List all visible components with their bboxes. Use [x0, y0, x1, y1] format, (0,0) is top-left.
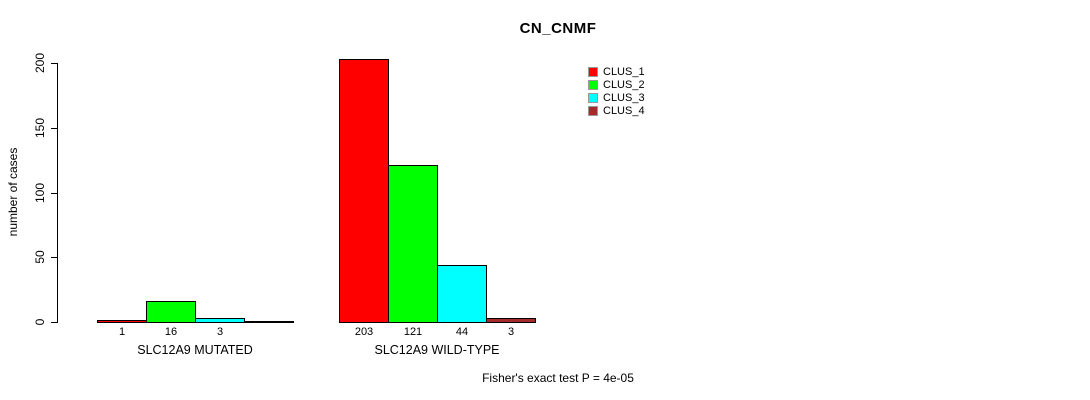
- bar-clus_3: [195, 318, 245, 323]
- bar-value-label: 121: [403, 326, 423, 338]
- legend-swatch-clus_2: [588, 79, 598, 90]
- bar-clus_4: [486, 318, 536, 323]
- y-axis-label: number of cases: [6, 147, 20, 237]
- bar-clus_1: [97, 320, 147, 323]
- bar-clus_1: [339, 59, 389, 323]
- legend-swatch-clus_1: [588, 66, 598, 77]
- y-tick-mark: [51, 257, 57, 258]
- legend-row: CLUS_4: [588, 104, 645, 117]
- bar-clus_2: [146, 301, 196, 323]
- chart-title: CN_CNMF: [519, 20, 597, 37]
- bar-clus_4: [244, 321, 294, 323]
- legend-label: CLUS_4: [603, 104, 645, 117]
- bar-value-label: 1: [118, 326, 126, 338]
- legend: CLUS_1 CLUS_2 CLUS_3 CLUS_4: [588, 65, 645, 117]
- bar-value-label: 203: [354, 326, 374, 338]
- y-tick-label: 100: [33, 182, 47, 204]
- y-tick-mark: [51, 128, 57, 129]
- bar-value-label: 44: [455, 326, 469, 338]
- legend-row: CLUS_1: [588, 65, 645, 78]
- legend-swatch-clus_4: [588, 105, 598, 116]
- legend-label: CLUS_1: [603, 65, 645, 78]
- legend-row: CLUS_3: [588, 91, 645, 104]
- bar-value-label: 3: [507, 326, 515, 338]
- y-tick-mark: [51, 193, 57, 194]
- legend-swatch-clus_3: [588, 92, 598, 103]
- legend-label: CLUS_2: [603, 78, 645, 91]
- bar-value-label: 16: [164, 326, 178, 338]
- y-tick-label: 50: [33, 250, 47, 264]
- y-tick-label: 200: [33, 52, 47, 74]
- x-group-label: SLC12A9 MUTATED: [137, 343, 253, 357]
- y-tick-label: 0: [33, 318, 47, 326]
- fisher-test-note: Fisher's exact test P = 4e-05: [482, 371, 634, 385]
- y-tick-label: 150: [33, 117, 47, 139]
- y-axis-line: [57, 63, 58, 323]
- bar-value-label: 3: [216, 326, 224, 338]
- y-tick-mark: [51, 63, 57, 64]
- y-tick-mark: [51, 322, 57, 323]
- legend-label: CLUS_3: [603, 91, 645, 104]
- bar-clus_3: [437, 265, 487, 323]
- bar-clus_2: [388, 165, 438, 323]
- legend-row: CLUS_2: [588, 78, 645, 91]
- x-group-label: SLC12A9 WILD-TYPE: [374, 343, 500, 357]
